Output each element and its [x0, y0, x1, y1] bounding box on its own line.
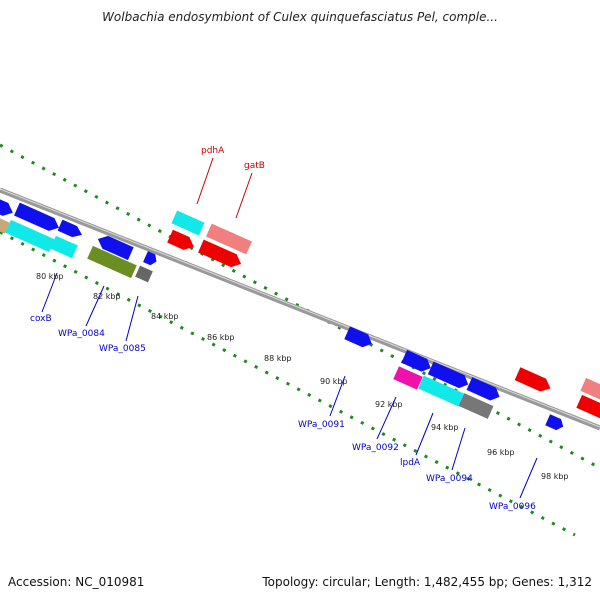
kbp-tick-label: 90 kbp: [320, 377, 348, 386]
gene-feature-cyan-lpdA[interactable]: [418, 375, 464, 407]
gene-label-lpdA[interactable]: lpdA: [400, 458, 421, 468]
gene-label-coxB[interactable]: coxB: [30, 314, 52, 324]
gene-feature-cyan-1[interactable]: [5, 219, 55, 253]
gene-label-gatB[interactable]: gatB: [244, 161, 265, 171]
gene-feature-red-3[interactable]: [514, 367, 554, 394]
gene-label-WPa_0094[interactable]: WPa_0094: [426, 474, 473, 484]
gene-feature-blue-9[interactable]: [545, 414, 565, 432]
gene-feature-blue-7[interactable]: [427, 361, 471, 390]
gene-feature-tan[interactable]: [0, 215, 10, 234]
kbp-tick-label: 80 kbp: [36, 272, 64, 281]
leader-gatB: [235, 172, 253, 219]
kbp-tick-label: 96 kbp: [487, 448, 515, 457]
gene-label-WPa_0092[interactable]: WPa_0092: [352, 443, 399, 453]
leader-lpdA: [415, 412, 434, 456]
leader-WPa_0091: [329, 375, 346, 417]
gene-feature-red-edge[interactable]: [576, 394, 600, 420]
gene-feature-blue-1[interactable]: [0, 196, 16, 220]
leader-WPa_0085: [125, 295, 139, 342]
gene-feature-pink-gatB[interactable]: [206, 223, 252, 255]
kbp-tick-label: 94 kbp: [431, 423, 459, 432]
kbp-tick-label: 92 kbp: [375, 400, 403, 409]
kbp-tick-label: 98 kbp: [541, 472, 569, 481]
kbp-tick-label: 84 kbp: [151, 312, 179, 321]
leader-WPa_0096: [519, 457, 538, 499]
gene-feature-blue-small[interactable]: [143, 251, 159, 267]
map-title: Wolbachia endosymbiont of Culex quinquef…: [102, 10, 498, 24]
inner-tick-track: [0, 230, 576, 537]
gene-feature-red-1[interactable]: [167, 229, 196, 253]
gene-label-WPa_0085[interactable]: WPa_0085: [99, 344, 146, 354]
gene-label-WPa_0096[interactable]: WPa_0096: [489, 502, 536, 512]
leader-pdhA: [196, 157, 214, 205]
kbp-tick-label: 82 kbp: [93, 292, 121, 301]
gene-feature-blue-6[interactable]: [401, 349, 433, 375]
gene-feature-magenta[interactable]: [393, 366, 423, 390]
gene-label-pdhA[interactable]: pdhA: [201, 146, 225, 156]
gene-feature-gray[interactable]: [458, 393, 494, 419]
gene-feature-gray-small[interactable]: [135, 265, 153, 283]
leader-WPa_0092: [376, 396, 397, 440]
leader-WPa_0084: [85, 285, 105, 327]
gene-feature-blue-3[interactable]: [57, 219, 85, 241]
leader-WPa_0094: [451, 427, 466, 471]
gene-feature-cyan-pdhA[interactable]: [171, 210, 205, 236]
gene-feature-blue-4[interactable]: [95, 233, 134, 261]
kbp-tick-label: 88 kbp: [264, 354, 292, 363]
genome-backbone: [0, 187, 600, 431]
gene-feature-red-2[interactable]: [198, 239, 244, 271]
gene-label-WPa_0084[interactable]: WPa_0084: [58, 329, 105, 339]
gene-feature-blue-2[interactable]: [14, 202, 62, 234]
accession-text: Accession: NC_010981: [8, 575, 145, 589]
genome-backbone-highlight: [0, 188, 600, 428]
gene-feature-pink-edge[interactable]: [580, 377, 600, 403]
leader-coxB: [41, 272, 58, 313]
gene-feature-blue-8[interactable]: [466, 377, 503, 403]
topology-text: Topology: circular; Length: 1,482,455 bp…: [262, 575, 592, 589]
kbp-tick-label: 86 kbp: [207, 333, 235, 342]
gene-feature-cyan-2[interactable]: [50, 235, 78, 259]
gene-feature-blue-5[interactable]: [344, 326, 374, 350]
gene-feature-olive[interactable]: [87, 245, 137, 279]
gene-label-WPa_0091[interactable]: WPa_0091: [298, 420, 345, 430]
